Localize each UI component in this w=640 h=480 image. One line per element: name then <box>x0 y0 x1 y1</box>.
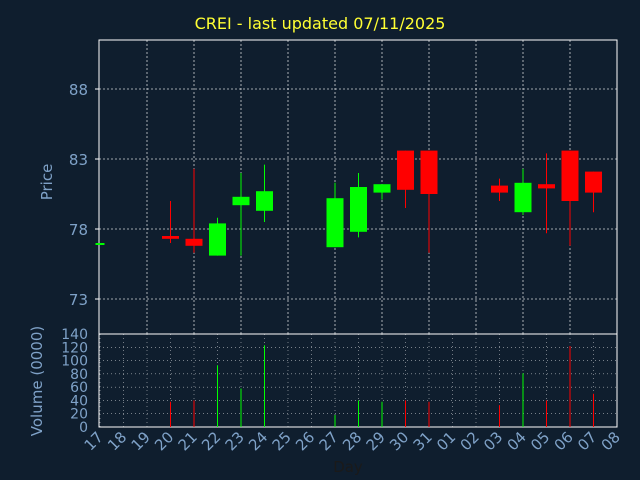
candle-body <box>514 182 532 213</box>
candle-body <box>350 187 367 232</box>
x-tick-label: 28 <box>339 428 365 454</box>
volume-tick-label: 80 <box>70 367 88 383</box>
x-tick-label: 04 <box>504 428 530 454</box>
volume-tick-label: 140 <box>61 327 88 343</box>
x-tick-label: 06 <box>551 428 577 454</box>
x-tick-label: 05 <box>527 428 553 454</box>
x-tick-label: 02 <box>457 428 483 454</box>
candle-body <box>185 238 203 246</box>
volume-tick-label: 60 <box>70 380 88 396</box>
candle-body <box>585 171 602 193</box>
x-tick-label: 20 <box>151 428 177 454</box>
x-tick-label: 24 <box>245 428 271 454</box>
candle-body <box>373 184 391 193</box>
price-tick-label: 83 <box>69 151 88 169</box>
x-tick-label: 19 <box>128 428 154 454</box>
volume-tick-label: 20 <box>70 407 88 423</box>
volume-tick-label: 100 <box>61 354 88 370</box>
candle-body <box>397 150 414 190</box>
candle-body <box>232 196 250 206</box>
x-axis-label: Day <box>333 458 363 476</box>
x-tick-label: 08 <box>598 428 624 454</box>
chart-title: CREI - last updated 07/11/2025 <box>194 14 446 33</box>
x-tick-label: 23 <box>222 428 248 454</box>
x-tick-label: 26 <box>292 428 318 454</box>
x-tick-label: 03 <box>480 428 506 454</box>
candle-body <box>420 150 438 194</box>
candle-body <box>209 223 226 256</box>
candle-body <box>95 243 105 245</box>
x-tick-label: 22 <box>198 428 224 454</box>
x-tick-label: 30 <box>386 428 412 454</box>
volume-tick-label: 40 <box>70 393 88 409</box>
candle-body <box>326 198 344 248</box>
candle-body <box>538 184 555 189</box>
x-tick-label: 31 <box>410 428 436 454</box>
volume-axis-label: Volume (0000) <box>28 326 46 436</box>
x-tick-label: 27 <box>316 428 342 454</box>
price-tick-label: 78 <box>69 221 88 239</box>
volume-tick-label: 120 <box>61 340 88 356</box>
candle-body <box>491 185 508 193</box>
candle-body <box>256 191 273 211</box>
candle-body <box>561 150 579 201</box>
x-tick-label: 25 <box>269 428 295 454</box>
x-tick-label: 18 <box>104 428 130 454</box>
volume-tick-label: 0 <box>79 420 88 436</box>
price-tick-label: 88 <box>69 81 88 99</box>
candle-body <box>162 236 179 239</box>
x-tick-label: 29 <box>363 428 389 454</box>
price-tick-label: 73 <box>69 291 88 309</box>
x-tick-label: 01 <box>433 428 459 454</box>
x-tick-label: 21 <box>175 428 201 454</box>
x-tick-label: 07 <box>574 428 600 454</box>
price-axis-label: Price <box>38 164 56 201</box>
